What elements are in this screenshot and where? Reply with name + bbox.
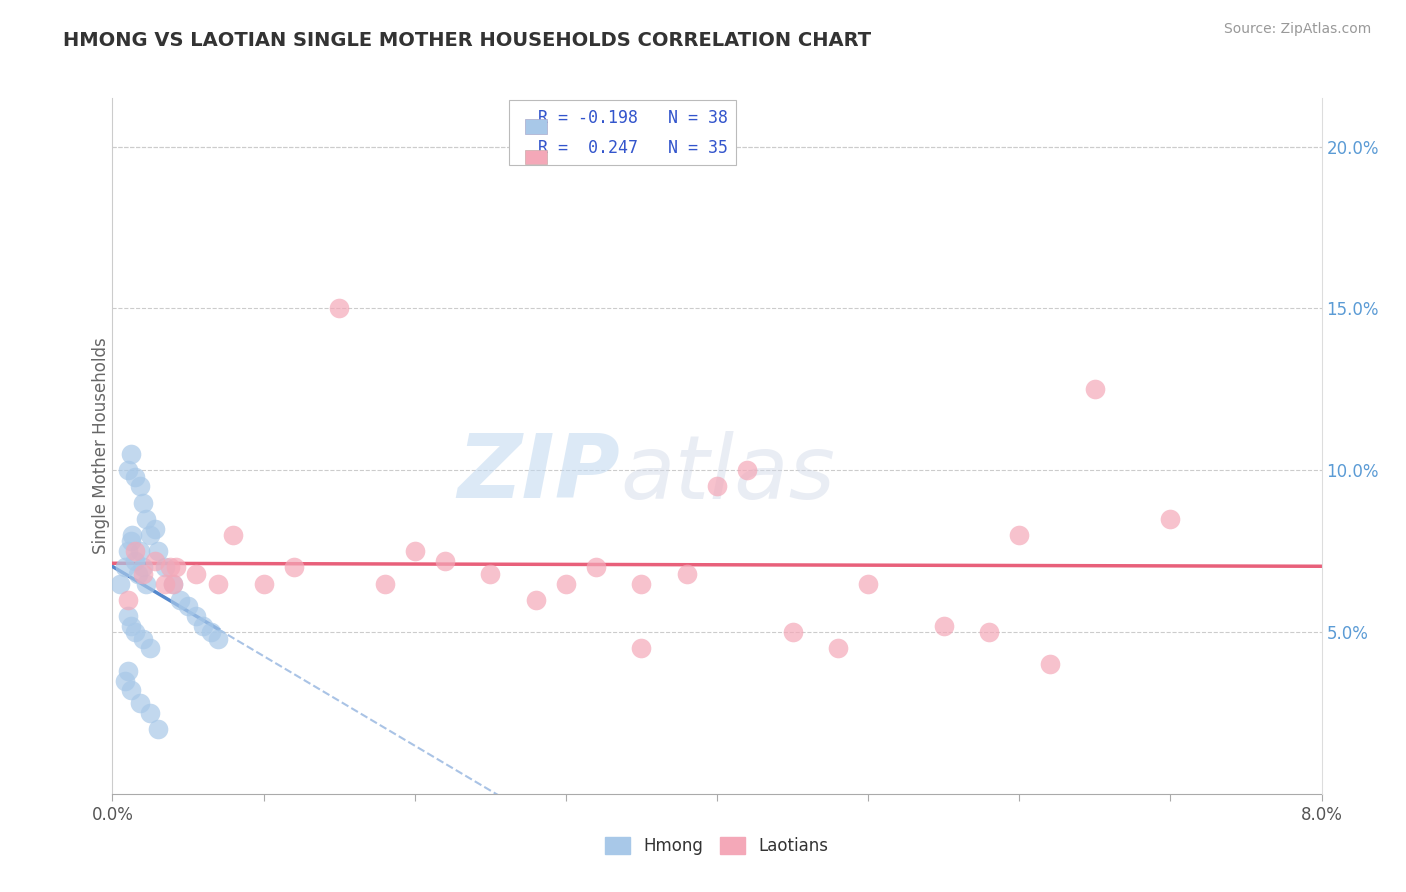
Point bbox=[675, 566, 697, 581]
Text: ZIP: ZIP bbox=[457, 430, 620, 517]
Point bbox=[132, 560, 155, 574]
Point bbox=[128, 544, 150, 558]
Point bbox=[630, 576, 652, 591]
Point bbox=[139, 706, 162, 720]
Point bbox=[117, 544, 139, 558]
Point bbox=[155, 560, 177, 574]
Point bbox=[155, 576, 177, 591]
Point bbox=[1084, 383, 1107, 397]
Point bbox=[207, 632, 229, 646]
Point bbox=[120, 683, 142, 698]
Point bbox=[479, 566, 502, 581]
Point bbox=[169, 592, 191, 607]
Point bbox=[143, 554, 166, 568]
Point bbox=[124, 544, 146, 558]
Point bbox=[135, 512, 157, 526]
Point bbox=[132, 566, 155, 581]
Point bbox=[162, 576, 184, 591]
Point bbox=[222, 528, 245, 542]
Point bbox=[124, 469, 146, 483]
Point bbox=[856, 576, 880, 591]
Point bbox=[146, 722, 169, 736]
Point bbox=[977, 625, 1000, 640]
Point bbox=[162, 576, 184, 591]
Point bbox=[120, 534, 142, 549]
Text: atlas: atlas bbox=[620, 431, 835, 516]
Point bbox=[139, 641, 162, 656]
Point bbox=[120, 447, 142, 461]
Point bbox=[124, 625, 146, 640]
Y-axis label: Single Mother Households: Single Mother Households bbox=[93, 338, 110, 554]
Point bbox=[121, 528, 143, 542]
Point bbox=[374, 576, 396, 591]
Point bbox=[184, 566, 207, 581]
Text: HMONG VS LAOTIAN SINGLE MOTHER HOUSEHOLDS CORRELATION CHART: HMONG VS LAOTIAN SINGLE MOTHER HOUSEHOLD… bbox=[63, 31, 872, 50]
Point bbox=[328, 301, 350, 316]
Point bbox=[132, 632, 155, 646]
Point bbox=[253, 576, 276, 591]
Text: Source: ZipAtlas.com: Source: ZipAtlas.com bbox=[1223, 22, 1371, 37]
Point bbox=[128, 696, 150, 710]
Point bbox=[434, 554, 457, 568]
Legend: Hmong, Laotians: Hmong, Laotians bbox=[599, 830, 835, 862]
Point bbox=[191, 618, 214, 632]
Point bbox=[108, 576, 131, 591]
Point bbox=[737, 463, 759, 477]
Point bbox=[159, 560, 181, 574]
Point bbox=[1038, 657, 1062, 672]
Point bbox=[124, 554, 146, 568]
Point bbox=[177, 599, 200, 614]
Point bbox=[585, 560, 607, 574]
Point bbox=[782, 625, 804, 640]
Point bbox=[114, 560, 136, 574]
Point bbox=[139, 528, 162, 542]
Point bbox=[128, 479, 150, 493]
Point bbox=[127, 566, 149, 581]
Point bbox=[117, 463, 139, 477]
Point bbox=[404, 544, 426, 558]
Point bbox=[132, 495, 155, 509]
Point bbox=[827, 641, 849, 656]
Point bbox=[184, 608, 207, 623]
Point bbox=[932, 618, 955, 632]
Point bbox=[200, 625, 222, 640]
Point bbox=[143, 522, 166, 536]
Point bbox=[554, 576, 576, 591]
Point bbox=[1159, 512, 1181, 526]
Point bbox=[117, 608, 139, 623]
Point bbox=[524, 592, 547, 607]
Point bbox=[135, 576, 157, 591]
Point bbox=[117, 592, 139, 607]
Point bbox=[114, 673, 136, 688]
Point bbox=[706, 479, 728, 493]
Point bbox=[146, 544, 169, 558]
Point bbox=[117, 664, 139, 678]
Point bbox=[1008, 528, 1031, 542]
Text: R = -0.198   N = 38
  R =  0.247   N = 35: R = -0.198 N = 38 R = 0.247 N = 35 bbox=[517, 109, 727, 157]
Point bbox=[630, 641, 652, 656]
Point bbox=[120, 618, 142, 632]
Point bbox=[283, 560, 305, 574]
Point bbox=[207, 576, 229, 591]
Point bbox=[165, 560, 187, 574]
